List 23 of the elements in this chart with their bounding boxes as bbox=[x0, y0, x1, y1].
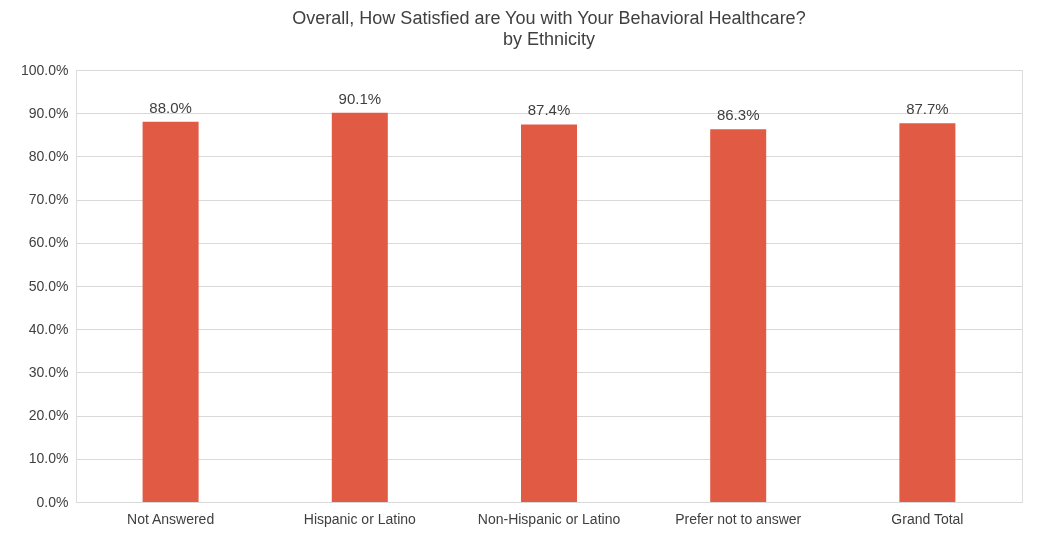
y-tick-label: 40.0% bbox=[28, 320, 69, 337]
y-tick-label: 80.0% bbox=[28, 147, 69, 164]
data-label: 87.7% bbox=[906, 100, 949, 118]
chart-title: Overall, How Satisfied are You with Your Behavioral Healthcare? bbox=[292, 8, 806, 28]
x-tick-label: Grand Total bbox=[891, 510, 964, 527]
y-tick-label: 70.0% bbox=[28, 191, 69, 208]
data-label: 90.1% bbox=[338, 89, 382, 107]
data-label: 86.3% bbox=[716, 106, 760, 124]
y-tick-label: 60.0% bbox=[28, 234, 69, 251]
y-tick-label: 90.0% bbox=[28, 104, 69, 121]
x-tick-label: Prefer not to answer bbox=[675, 510, 802, 527]
y-tick-label: 30.0% bbox=[28, 363, 69, 380]
y-tick-label: 0.0% bbox=[36, 493, 69, 510]
y-tick-label: 10.0% bbox=[28, 450, 69, 467]
x-tick-label: Hispanic or Latino bbox=[303, 510, 417, 527]
y-tick-label: 20.0% bbox=[28, 407, 69, 424]
y-tick-label: 100.0% bbox=[21, 61, 69, 78]
x-tick-label: Not Answered bbox=[127, 510, 215, 527]
data-label: 87.4% bbox=[527, 101, 571, 119]
x-tick-label: Non-Hispanic or Latino bbox=[477, 510, 621, 527]
data-label: 88.0% bbox=[149, 98, 192, 116]
y-tick-label: 50.0% bbox=[28, 277, 69, 294]
chart-subtitle: by Ethnicity bbox=[502, 29, 596, 49]
